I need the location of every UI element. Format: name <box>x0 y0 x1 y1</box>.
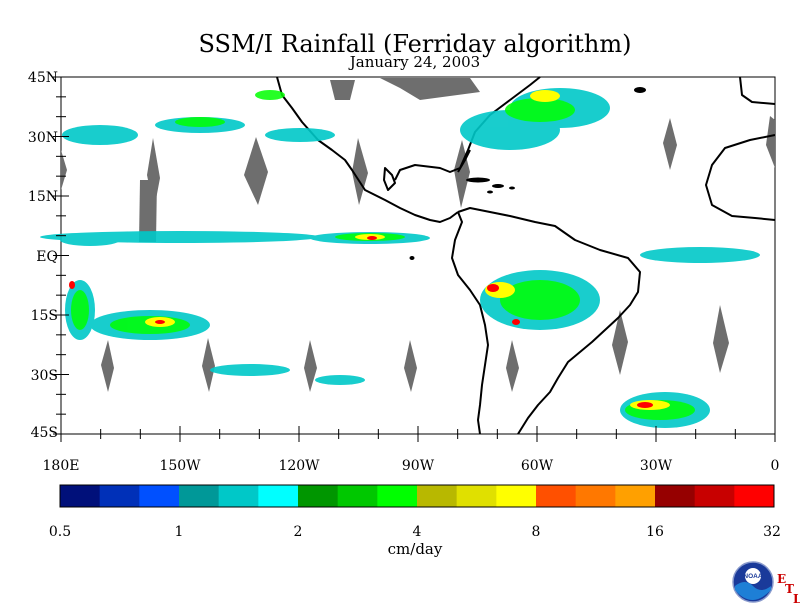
map-date: January 24, 2003 <box>349 53 481 71</box>
lat-label: 15N <box>28 189 58 205</box>
lon-label: 120W <box>278 458 320 474</box>
coastlines <box>276 76 776 435</box>
longitude-labels: 180E 150W 120W 90W 60W 30W 0 <box>43 458 780 474</box>
lat-label: 15S <box>31 308 58 324</box>
lat-label: EQ <box>36 249 58 265</box>
lat-label: 45N <box>28 70 58 86</box>
lon-label: 180E <box>43 458 80 474</box>
colorbar-units: cm/day <box>387 540 443 558</box>
rainfall-patches <box>40 88 760 428</box>
axis-ticks <box>53 76 776 442</box>
lon-label: 30W <box>640 458 673 474</box>
lat-label: 30S <box>31 368 58 384</box>
lat-label: 30N <box>28 130 58 146</box>
latitude-labels: 45N 30N 15N EQ 15S 30S 45S <box>28 70 58 441</box>
lat-label: 45S <box>31 425 58 441</box>
noaa-logo-text: NOAA <box>743 573 762 580</box>
etl-letter-l: L <box>793 592 800 606</box>
map-title: SSM/I Rainfall (Ferriday algorithm) <box>198 30 632 58</box>
etl-letter-t: T <box>785 582 794 596</box>
lon-label: 0 <box>771 458 780 474</box>
lon-label: 60W <box>521 458 554 474</box>
lon-label: 90W <box>402 458 435 474</box>
data-gap-swaths <box>61 78 775 392</box>
lon-label: 150W <box>159 458 201 474</box>
caribbean-islands <box>409 87 646 260</box>
etl-letter-e: E <box>777 572 787 586</box>
noaa-logo-icon: NOAA <box>732 561 774 603</box>
